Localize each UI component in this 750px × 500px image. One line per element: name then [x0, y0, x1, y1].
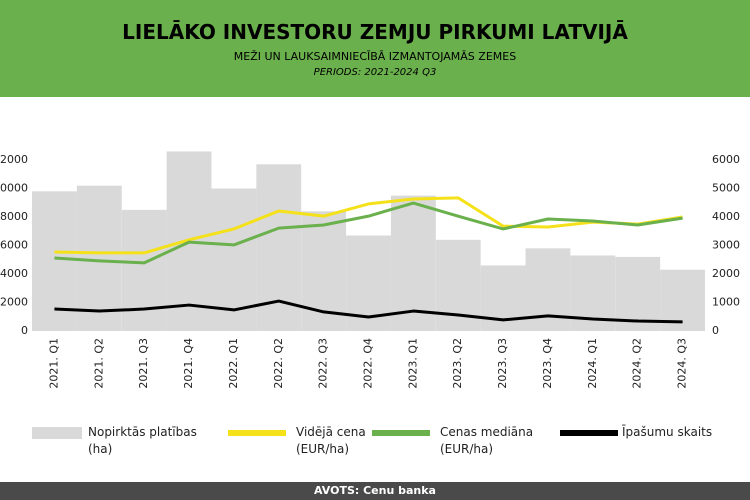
y2-tick-label: 4000 — [712, 210, 740, 223]
legend-label: Cenas mediāna (EUR/ha) — [440, 425, 534, 456]
x-tick-label: 2024. Q1 — [586, 338, 599, 389]
bar — [121, 209, 167, 331]
y2-tick-label: 2000 — [712, 267, 740, 280]
x-tick-label: 2023. Q2 — [451, 338, 464, 389]
y2-tick-label: 6000 — [712, 153, 740, 166]
legend-label: Nopirktās platības (ha) — [88, 425, 197, 456]
x-tick-label: 2024. Q2 — [631, 338, 644, 389]
x-tick-label: 2022. Q2 — [272, 338, 285, 389]
y2-tick-label: 5000 — [712, 182, 740, 195]
y-tick-label: 4000 — [0, 267, 28, 280]
line — [54, 196, 683, 255]
y-tick-label: 0 — [21, 324, 28, 337]
line — [54, 201, 683, 265]
period: PERIODS: 2021-2024 Q3 — [313, 67, 437, 78]
x-tick-label: 2024. Q3 — [676, 338, 689, 389]
x-tick-label: 2022. Q4 — [362, 338, 375, 389]
y2-tick-label: 1000 — [712, 296, 740, 309]
legend-swatch — [560, 430, 618, 436]
x-tick-label: 2022. Q1 — [227, 338, 240, 389]
y2-tick-label: 0 — [712, 324, 719, 337]
x-tick-label: 2023. Q1 — [406, 338, 419, 389]
y2-tick-label: 3000 — [712, 239, 740, 252]
x-tick-label: 2022. Q3 — [317, 338, 330, 389]
x-tick-label: 2023. Q3 — [496, 338, 509, 389]
bar — [32, 191, 77, 331]
y-tick-label: 12000 — [0, 153, 28, 166]
y-tick-label: 6000 — [0, 239, 28, 252]
x-tick-label: 2023. Q4 — [541, 338, 554, 389]
legend-label: Īpašumu skaits — [622, 425, 713, 439]
x-tick-label: 2021. Q2 — [92, 338, 105, 389]
x-tick-label: 2021. Q4 — [182, 338, 195, 389]
bar — [390, 195, 436, 331]
bar — [76, 185, 122, 331]
legend-swatch — [32, 427, 82, 439]
source: AVOTS: Cenu banka — [0, 482, 750, 500]
legend-swatch — [228, 430, 286, 436]
chart: 0 2000 4000 6000 8000 10000 12000 0 1000 2000 3000… — [0, 151, 740, 439]
x-tick-label: 2021. Q3 — [137, 338, 150, 389]
line — [54, 299, 683, 324]
chart-title: LIELĀKO INVESTORU ZEMJU PIRKUMI LATVIJĀ — [122, 20, 628, 44]
y-tick-label: 10000 — [0, 182, 28, 195]
legend-label: Vidējā cena (EUR/ha) — [296, 425, 366, 456]
header: LIELĀKO INVESTORU ZEMJU PIRKUMI LATVIJĀ … — [0, 0, 750, 97]
y-tick-label: 8000 — [0, 210, 28, 223]
chart-subtitle: MEŽI UN LAUKSAIMNIECĪBĀ IZMANTOJAMĀS ZEM… — [233, 50, 517, 63]
x-tick-label: 2021. Q1 — [47, 338, 60, 389]
legend-swatch — [372, 430, 430, 436]
bar — [615, 256, 661, 331]
y-tick-label: 2000 — [0, 296, 28, 309]
